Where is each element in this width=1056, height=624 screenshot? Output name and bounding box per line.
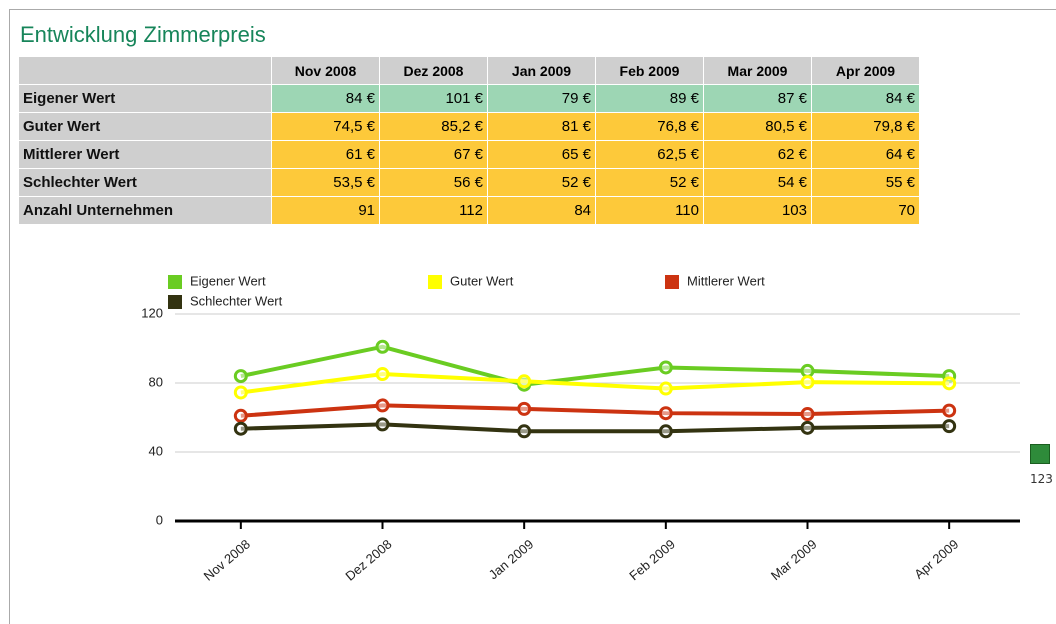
point bbox=[233, 369, 248, 384]
y-tick-label: 120 bbox=[141, 305, 163, 320]
cell: 70 bbox=[811, 196, 920, 225]
legend-swatch bbox=[428, 275, 442, 289]
cell: 64 € bbox=[811, 140, 920, 169]
cell: 81 € bbox=[487, 112, 596, 141]
point bbox=[658, 424, 673, 439]
legend-swatch bbox=[168, 275, 182, 289]
table-row: Guter Wert 74,5 €85,2 €81 €76,8 €80,5 €79… bbox=[18, 112, 920, 141]
x-tick-label: Apr 2009 bbox=[911, 536, 961, 581]
point bbox=[375, 417, 390, 432]
cell: 85,2 € bbox=[379, 112, 488, 141]
point bbox=[517, 374, 532, 389]
point bbox=[233, 421, 248, 436]
x-tick-label: Mar 2009 bbox=[768, 536, 820, 583]
cell: 91 bbox=[271, 196, 380, 225]
column-header: Dez 2008 bbox=[379, 56, 488, 85]
point bbox=[658, 381, 673, 396]
series-line bbox=[240, 372, 950, 395]
y-tick-label: 40 bbox=[149, 443, 163, 458]
row-label: Anzahl Unternehmen bbox=[18, 196, 272, 225]
export-button[interactable]: 123 bbox=[1030, 472, 1053, 486]
table-row: Eigener Wert 84 €101 €79 €89 €87 €84 € bbox=[18, 84, 920, 113]
price-table: Nov 2008 Dez 2008 Jan 2009 Feb 2009 Mar 2009… bbox=[18, 56, 920, 225]
page-title: Entwicklung Zimmerpreis bbox=[20, 22, 266, 47]
column-header: Nov 2008 bbox=[271, 56, 380, 85]
table-row: Schlechter Wert 53,5 €56 €52 €52 €54 €55 … bbox=[18, 168, 920, 197]
legend-swatch bbox=[168, 295, 182, 309]
side-buttons: 123 bbox=[1030, 444, 1054, 486]
x-tick-label: Dez 2008 bbox=[342, 536, 394, 583]
cell: 87 € bbox=[703, 84, 812, 113]
point bbox=[800, 363, 815, 378]
cell: 79 € bbox=[487, 84, 596, 113]
legend-label: Mittlerer Wert bbox=[687, 273, 765, 288]
point bbox=[375, 398, 390, 413]
column-header: Apr 2009 bbox=[811, 56, 920, 85]
series-line bbox=[240, 422, 950, 434]
point bbox=[517, 401, 532, 416]
cell: 61 € bbox=[271, 140, 380, 169]
legend-label: Guter Wert bbox=[450, 273, 514, 288]
point bbox=[800, 375, 815, 390]
point bbox=[800, 420, 815, 435]
legend-label: Eigener Wert bbox=[190, 273, 266, 288]
column-header: Jan 2009 bbox=[487, 56, 596, 85]
cell: 65 € bbox=[487, 140, 596, 169]
cell: 89 € bbox=[595, 84, 704, 113]
point bbox=[517, 424, 532, 439]
table-row: Anzahl Unternehmen 91 112 84 110 103 70 bbox=[18, 196, 920, 225]
point bbox=[233, 408, 248, 423]
point bbox=[942, 376, 957, 391]
table-row: Mittlerer Wert 61 €67 €65 €62,5 €62 €64 € bbox=[18, 140, 920, 169]
row-label: Eigener Wert bbox=[18, 84, 272, 113]
cell: 62,5 € bbox=[595, 140, 704, 169]
x-tick-label: Nov 2008 bbox=[201, 536, 253, 583]
series-line bbox=[240, 344, 950, 387]
row-label: Guter Wert bbox=[18, 112, 272, 141]
cell: 80,5 € bbox=[703, 112, 812, 141]
point bbox=[658, 406, 673, 421]
legend-label: Schlechter Wert bbox=[190, 293, 283, 308]
cell: 53,5 € bbox=[271, 168, 380, 197]
header-row: Nov 2008 Dez 2008 Jan 2009 Feb 2009 Mar 2009… bbox=[18, 56, 920, 85]
point bbox=[375, 339, 390, 354]
y-tick-label: 0 bbox=[156, 512, 163, 527]
frame bbox=[9, 9, 1056, 624]
x-tick-label: Feb 2009 bbox=[626, 536, 678, 583]
corner bbox=[18, 56, 272, 85]
cell: 112 bbox=[379, 196, 488, 225]
cell: 56 € bbox=[379, 168, 488, 197]
cell: 67 € bbox=[379, 140, 488, 169]
cell: 84 € bbox=[811, 84, 920, 113]
cell: 101 € bbox=[379, 84, 488, 113]
series-line bbox=[240, 403, 950, 418]
point bbox=[942, 403, 957, 418]
cell: 54 € bbox=[703, 168, 812, 197]
cell: 62 € bbox=[703, 140, 812, 169]
point bbox=[233, 385, 248, 400]
cell: 110 bbox=[595, 196, 704, 225]
cell: 55 € bbox=[811, 168, 920, 197]
column-header: Feb 2009 bbox=[595, 56, 704, 85]
point bbox=[800, 407, 815, 422]
row-label: Mittlerer Wert bbox=[18, 140, 272, 169]
legend-swatch bbox=[665, 275, 679, 289]
point bbox=[375, 367, 390, 382]
x-tick-label: Jan 2009 bbox=[486, 536, 537, 582]
row-label: Schlechter Wert bbox=[18, 168, 272, 197]
cell: 76,8 € bbox=[595, 112, 704, 141]
cell: 52 € bbox=[595, 168, 704, 197]
point bbox=[658, 360, 673, 375]
cell: 84 bbox=[487, 196, 596, 225]
cell: 52 € bbox=[487, 168, 596, 197]
point bbox=[942, 419, 957, 434]
y-tick-label: 80 bbox=[149, 374, 163, 389]
excel-button[interactable] bbox=[1030, 444, 1050, 464]
